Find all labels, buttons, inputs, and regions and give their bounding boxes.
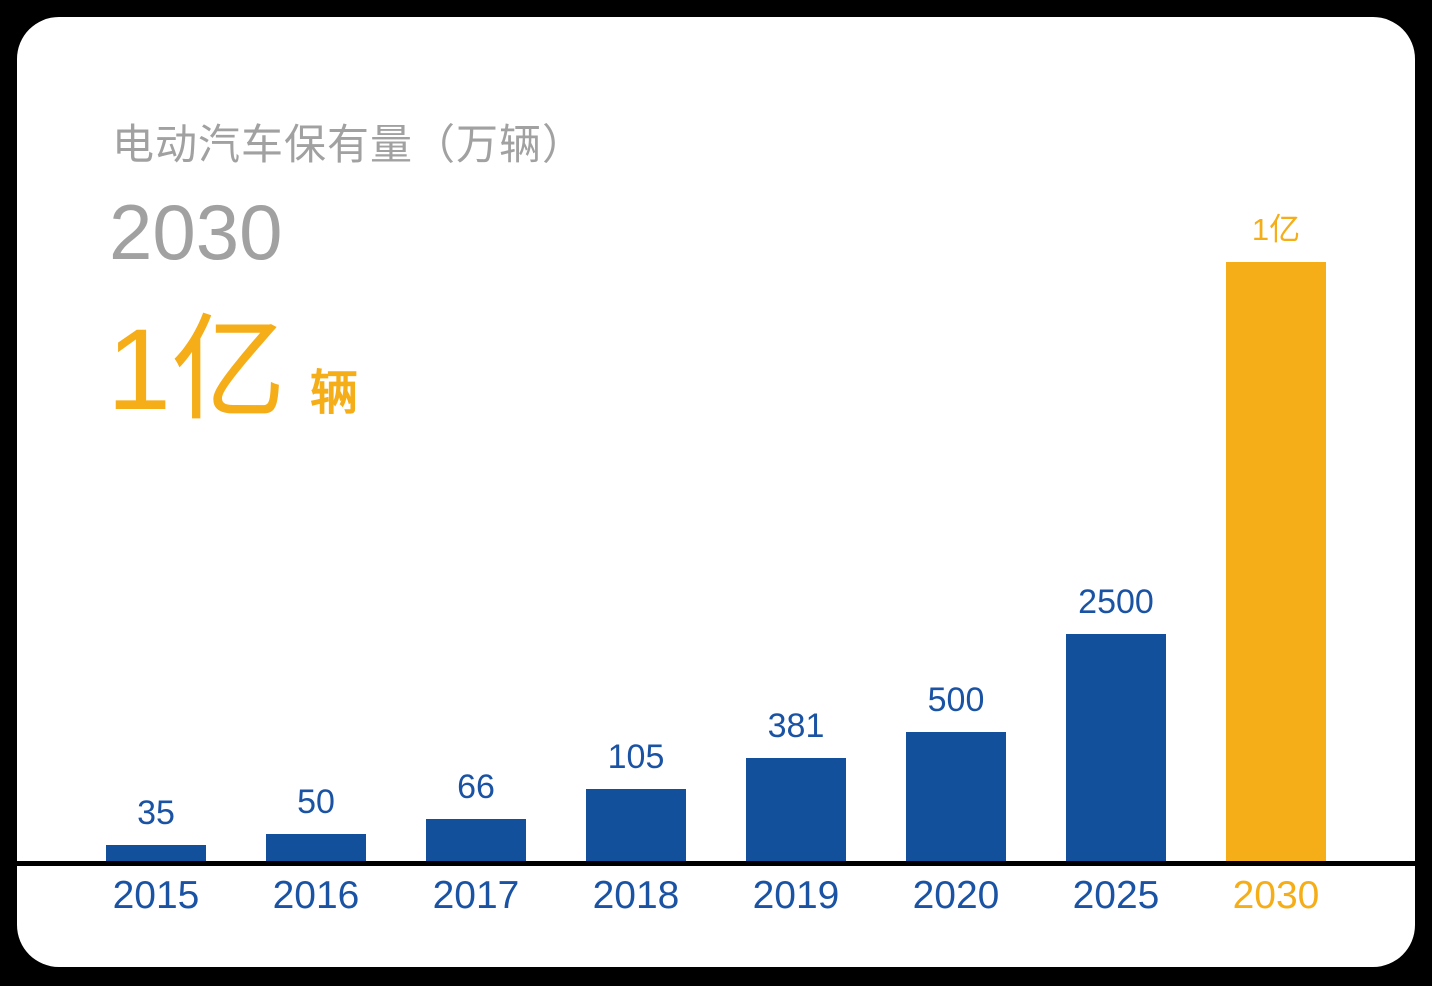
bar-2016	[266, 834, 366, 861]
chart-title: 电动汽车保有量（万辆）	[112, 121, 586, 168]
bar-value-label-2015: 35	[137, 794, 175, 832]
bar-value-label-2025: 2500	[1078, 583, 1154, 621]
chart-card: 电动汽车保有量（万辆） 2030 1亿 辆 35 2015 50 2016 66 2017…	[17, 17, 1415, 967]
x-tick-2025: 2025	[1072, 874, 1160, 917]
x-tick-2016: 2016	[272, 874, 360, 917]
headline-value: 1亿 辆	[107, 313, 358, 428]
bar-2025	[1066, 634, 1166, 861]
bar-value-label-2030: 1亿	[1251, 212, 1301, 247]
headline-year: 2030	[109, 188, 283, 276]
bar-2020	[906, 732, 1006, 861]
bar-2019	[746, 758, 846, 861]
bar-value-label-2020: 500	[927, 681, 985, 719]
x-axis-line	[17, 861, 1415, 866]
bar-value-label-2016: 50	[297, 783, 335, 821]
bar-value-label-2019: 381	[767, 707, 825, 745]
bar-2030	[1226, 262, 1326, 861]
bar-value-label-2017: 66	[457, 768, 495, 806]
x-tick-2018: 2018	[592, 874, 680, 917]
bar-2018	[586, 789, 686, 861]
bar-2015	[106, 845, 206, 861]
x-tick-2020: 2020	[912, 874, 1000, 917]
x-tick-2019: 2019	[752, 874, 840, 917]
x-tick-2030: 2030	[1232, 874, 1320, 917]
bar-value-label-2018: 105	[607, 738, 665, 776]
headline-value-unit: 辆	[309, 367, 358, 420]
x-tick-2017: 2017	[432, 874, 520, 917]
headline-value-number: 1亿	[107, 306, 286, 434]
bar-2017	[426, 819, 526, 861]
plot-area: 35 2015 50 2016 66 2017 105 2018 381 2019 500 2020 2…	[17, 17, 1415, 967]
x-tick-2015: 2015	[112, 874, 200, 917]
